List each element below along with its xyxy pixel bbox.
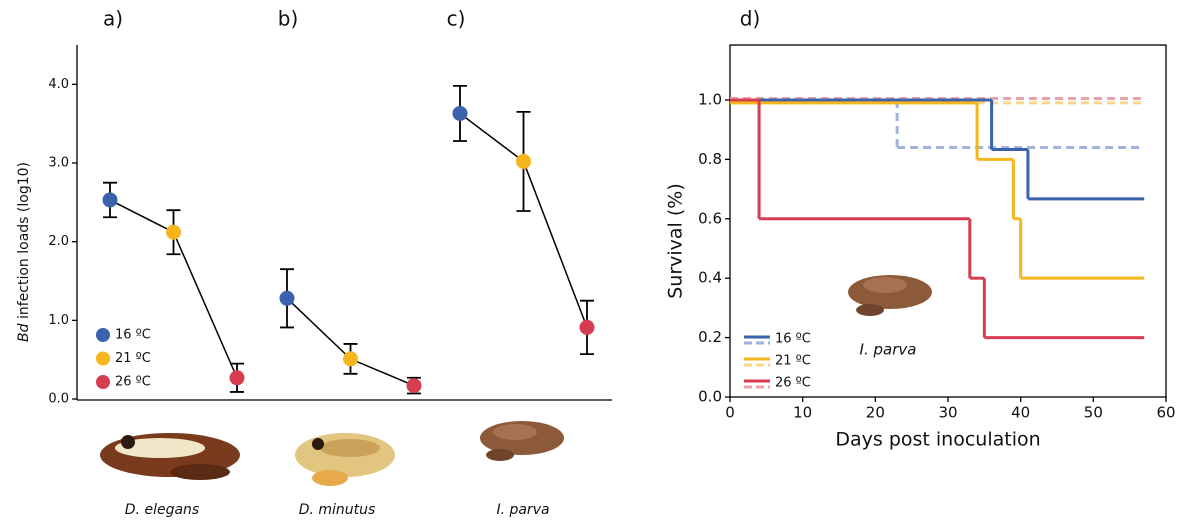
panel-label: a)	[103, 7, 123, 31]
legend-marker	[96, 375, 110, 389]
y-tick-label: 1.0	[48, 313, 69, 328]
y-tick-label: 0.2	[698, 328, 722, 346]
legend-label: 26 ºC	[775, 376, 811, 391]
legend-label: 26 ºC	[115, 375, 151, 390]
x-tick-label: 10	[793, 404, 812, 422]
frog-i-parva-d	[848, 275, 932, 316]
y-tick-label: 3.0	[48, 156, 69, 171]
panel-label: d)	[740, 7, 761, 31]
y-tick-label: 0.8	[698, 150, 722, 168]
x-tick-label: 40	[1011, 404, 1030, 422]
figure: 0.0 1.0 2.0 3.0 4.0 Bd infection loads (log10…	[0, 0, 1181, 522]
x-tick-label: 20	[866, 404, 885, 422]
data-point	[280, 291, 295, 306]
legend-label: 16 ºC	[115, 328, 151, 343]
data-point	[103, 192, 118, 207]
legend-label: 16 ºC	[775, 332, 811, 347]
y-tick-label: 0.4	[698, 269, 722, 287]
legend-marker	[96, 328, 110, 342]
data-point	[166, 225, 181, 240]
y-tick-label: 4.0	[48, 77, 69, 92]
legend-label: 21 ºC	[115, 351, 151, 366]
species-label: I. parva	[496, 502, 549, 518]
y-tick-label: 0.0	[48, 392, 69, 407]
data-point	[407, 378, 422, 393]
data-point	[516, 154, 531, 169]
legend-marker	[96, 352, 110, 366]
y-axis-label-text: infection loads (log10)	[16, 162, 32, 319]
x-tick-label: 50	[1084, 404, 1103, 422]
frog-i-parva	[480, 421, 564, 461]
panel-label: b)	[278, 7, 299, 31]
x-tick-label: 0	[725, 404, 735, 422]
x-tick-label: 60	[1156, 404, 1175, 422]
y-axis-label: Bd infection loads (log10)	[16, 162, 32, 342]
x-axis-label: Days post inoculation	[835, 429, 1040, 451]
legend-label: 21 ºC	[775, 354, 811, 369]
y-tick-label: 1.0	[698, 90, 722, 108]
y-axis-label-italic: Bd	[16, 323, 32, 342]
y-tick-label: 0.6	[698, 209, 722, 227]
species-label: D. minutus	[299, 502, 376, 518]
frog-d-elegans	[100, 433, 240, 480]
x-tick-label: 30	[938, 404, 957, 422]
species-label: D. elegans	[125, 502, 199, 518]
data-point	[230, 370, 245, 385]
annotation: I. parva	[860, 341, 917, 359]
y-tick-label: 2.0	[48, 234, 69, 249]
data-point	[453, 106, 468, 121]
frog-d-minutus	[295, 433, 395, 486]
y-tick-label: 0.0	[698, 388, 722, 406]
data-point	[343, 351, 358, 366]
panel-label: c)	[447, 7, 466, 31]
data-point	[580, 320, 595, 335]
y-axis-label: Survival (%)	[665, 183, 687, 299]
